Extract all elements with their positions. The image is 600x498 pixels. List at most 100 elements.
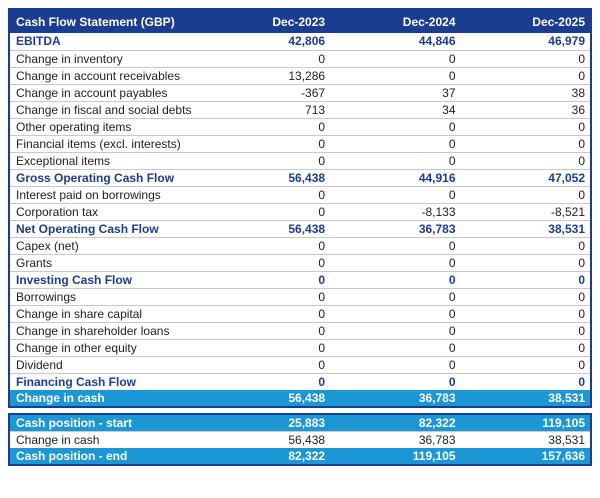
row-label: Change in share capital <box>16 306 143 321</box>
row-value: 42,806 <box>288 34 326 49</box>
row-value: 157,636 <box>460 448 591 465</box>
row-value: 56,438 <box>288 221 326 236</box>
row-value: 25,883 <box>199 414 331 431</box>
row-value: 0 <box>448 306 456 321</box>
row-value: -8,521 <box>550 204 585 219</box>
row-value: 38 <box>571 85 585 100</box>
row-value: 0 <box>578 136 585 151</box>
row-value: 38,531 <box>548 432 585 447</box>
table-row: Change in account receivables 13,286 0 0 <box>9 67 591 84</box>
header-row: Cash Flow Statement (GBP) Dec-2023 Dec-2… <box>9 9 591 33</box>
row-value: 0 <box>318 255 326 270</box>
table-row: Borrowings 0 0 0 <box>9 288 591 305</box>
row-value: 82,322 <box>199 448 331 465</box>
row-value: 713 <box>305 102 326 117</box>
row-value: 0 <box>578 357 585 372</box>
row-value: 47,052 <box>548 170 585 185</box>
row-label: Change in inventory <box>16 51 123 66</box>
table-row: Change in shareholder loans 0 0 0 <box>9 322 591 339</box>
column-header-dec-2025: Dec-2025 <box>460 9 591 33</box>
row-value: 44,846 <box>418 34 456 49</box>
row-label: Financial items (excl. interests) <box>16 136 181 151</box>
row-value: 0 <box>578 323 585 338</box>
table-row: Gross Operating Cash Flow 56,438 44,916 47,… <box>9 169 591 186</box>
row-value: 0 <box>578 306 585 321</box>
row-value: 0 <box>578 340 585 355</box>
row-value: 0 <box>318 323 326 338</box>
table-row: Dividend 0 0 0 <box>9 356 591 373</box>
row-value: 0 <box>448 289 456 304</box>
row-value: 0 <box>448 136 456 151</box>
row-value: 36,783 <box>418 432 456 447</box>
row-value: 0 <box>318 51 326 66</box>
row-value: 0 <box>448 51 456 66</box>
table-row: Change in account payables -367 37 38 <box>9 84 591 101</box>
row-value: 56,438 <box>288 432 326 447</box>
row-value: 0 <box>578 374 585 389</box>
row-label: Change in account payables <box>16 85 168 100</box>
row-value: 0 <box>578 238 585 253</box>
table-row: Change in fiscal and social debts 713 34 36 <box>9 101 591 118</box>
row-value: 0 <box>448 357 456 372</box>
row-value: 0 <box>318 153 326 168</box>
row-value: 0 <box>318 136 326 151</box>
row-value: 0 <box>578 68 585 83</box>
row-label: Borrowings <box>16 289 77 304</box>
table-row: Other operating items 0 0 0 <box>9 118 591 135</box>
table-row: Net Operating Cash Flow 56,438 36,783 38,53… <box>9 220 591 237</box>
table-row: EBITDA 42,806 44,846 46,979 <box>9 33 591 50</box>
row-value: 0 <box>318 374 326 389</box>
row-value: 0 <box>318 272 326 287</box>
cash-position-table-body: Cash position - start 25,883 82,322 119,105… <box>9 414 591 465</box>
table-row: Change in inventory 0 0 0 <box>9 50 591 67</box>
row-value: 0 <box>318 306 326 321</box>
row-value: -8,133 <box>421 204 456 219</box>
row-value: 0 <box>578 255 585 270</box>
table-row: Change in other equity 0 0 0 <box>9 339 591 356</box>
table-row: Interest paid on borrowings 0 0 0 <box>9 186 591 203</box>
row-value: 38,531 <box>460 390 591 407</box>
row-value: 0 <box>318 204 326 219</box>
cash-flow-statement-page: Cash Flow Statement (GBP) Dec-2023 Dec-2… <box>8 8 592 466</box>
row-value: 0 <box>448 187 456 202</box>
row-value: 0 <box>318 238 326 253</box>
table-row: Corporation tax 0 -8,133 -8,521 <box>9 203 591 220</box>
row-value: 0 <box>448 68 456 83</box>
row-label: Corporation tax <box>16 204 99 219</box>
row-value: 0 <box>448 119 456 134</box>
row-label: Cash position - end <box>9 448 200 465</box>
row-label: Change in shareholder loans <box>16 323 170 338</box>
cash-flow-table-body: EBITDA 42,806 44,846 46,979 Change in invent… <box>9 33 591 407</box>
row-label: Net Operating Cash Flow <box>16 221 159 236</box>
row-value: 0 <box>448 272 456 287</box>
row-value: 82,322 <box>330 414 461 431</box>
row-label: Change in fiscal and social debts <box>16 102 192 117</box>
row-value: 0 <box>318 289 326 304</box>
row-label: Other operating items <box>16 119 132 134</box>
row-value: 44,916 <box>418 170 456 185</box>
row-value: 56,438 <box>199 390 331 407</box>
row-value: 0 <box>448 323 456 338</box>
row-value: 13,286 <box>288 68 326 83</box>
row-value: 0 <box>318 119 326 134</box>
row-label: Cash position - start <box>9 414 200 431</box>
table-row: Grants 0 0 0 <box>9 254 591 271</box>
row-value: 36 <box>571 102 585 117</box>
row-value: 0 <box>448 374 456 389</box>
row-value: 119,105 <box>330 448 461 465</box>
row-value: 34 <box>442 102 456 117</box>
row-label: Exceptional items <box>16 153 111 168</box>
row-value: 36,783 <box>330 390 461 407</box>
row-label: Change in other equity <box>16 340 137 355</box>
row-label: Financing Cash Flow <box>16 374 137 389</box>
row-label: Change in cash <box>16 432 100 447</box>
cash-position-table: Cash position - start 25,883 82,322 119,105… <box>8 413 592 466</box>
row-value: 0 <box>448 255 456 270</box>
row-value: 0 <box>578 272 585 287</box>
column-header-dec-2023: Dec-2023 <box>199 9 331 33</box>
cash-flow-table: Cash Flow Statement (GBP) Dec-2023 Dec-2… <box>8 8 592 408</box>
table-title: Cash Flow Statement (GBP) <box>9 9 200 33</box>
row-value: 0 <box>448 340 456 355</box>
row-label: Gross Operating Cash Flow <box>16 170 175 185</box>
row-value: 46,979 <box>548 34 585 49</box>
